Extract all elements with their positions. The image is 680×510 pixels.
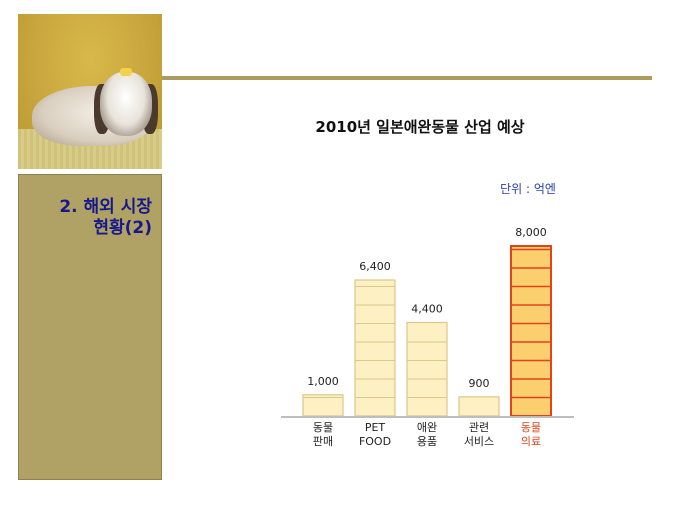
data-label: 6,400 xyxy=(359,260,391,273)
category-label: 동물 xyxy=(521,421,541,434)
category-label: 의료 xyxy=(521,435,541,448)
category-label: 관련 xyxy=(469,421,489,434)
dog-head xyxy=(100,72,152,136)
bar-rect xyxy=(406,321,448,417)
data-label: 8,000 xyxy=(515,226,547,239)
data-label: 4,400 xyxy=(411,303,443,316)
section-title: 2. 해외 시장 현황(2) xyxy=(19,197,152,239)
category-label: PET xyxy=(365,421,386,434)
bar-rect xyxy=(458,396,500,417)
data-label: 900 xyxy=(469,377,490,390)
category-label: FOOD xyxy=(359,435,391,448)
bar-4 xyxy=(510,245,552,417)
bar-rect xyxy=(354,279,396,417)
dog-bow xyxy=(120,68,132,76)
dog-photo xyxy=(18,14,162,169)
sidebar-panel: 2. 해외 시장 현황(2) xyxy=(18,174,162,480)
bar-0 xyxy=(302,394,344,417)
bar-3 xyxy=(458,396,500,417)
chart-title: 2010년 일본애완동물 산업 예상 xyxy=(315,118,525,136)
category-label: 동물 xyxy=(313,421,333,434)
bar-2 xyxy=(406,321,448,417)
category-label: 애완 xyxy=(417,421,437,434)
bar-rect xyxy=(510,245,552,417)
category-label: 서비스 xyxy=(464,435,494,448)
category-label: 용품 xyxy=(417,435,437,448)
header-rule xyxy=(162,76,652,80)
category-label: 판매 xyxy=(313,435,333,448)
unit-label: 단위 : 억엔 xyxy=(500,182,556,196)
section-title-line2: 현황(2) xyxy=(93,218,152,238)
data-label: 1,000 xyxy=(307,375,339,388)
bar-1 xyxy=(354,279,396,417)
section-title-line1: 2. 해외 시장 xyxy=(59,197,152,217)
